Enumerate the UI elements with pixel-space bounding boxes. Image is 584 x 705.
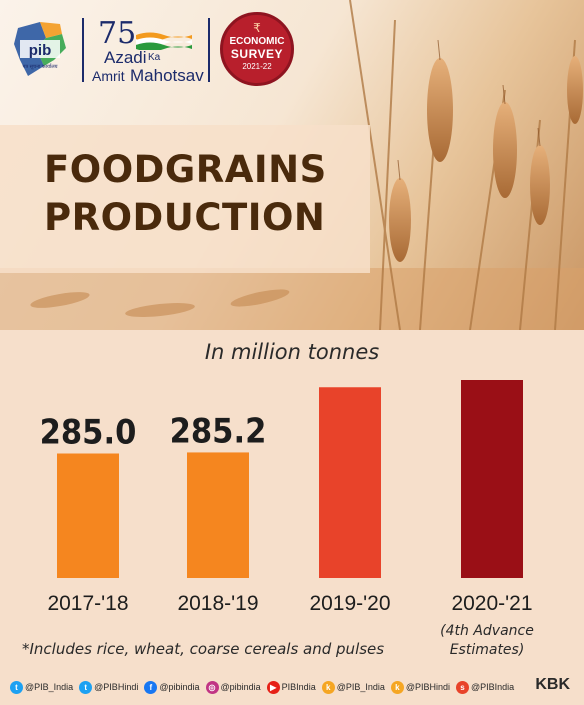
pib-logo: pib पत्र सूचना कार्यालय: [14, 22, 66, 76]
social-handles-bar: t @PIB_India t @PIBHindi f @pibindia ◎ @pibindi…: [0, 669, 584, 705]
sharechat-icon: s: [456, 680, 470, 694]
social-handle-1[interactable]: t @PIBHindi: [79, 680, 139, 694]
footnote: *Includes rice, wheat, coarse cereals an…: [22, 640, 385, 658]
foodgrains-bar-chart: 285.02017-'18285.22018-'19297.52019-'203…: [40, 380, 533, 615]
credit-label: KBK: [535, 676, 570, 693]
title-panel: [0, 125, 370, 273]
social-handle-text: @PIB_India: [25, 682, 74, 692]
amrit-line1: Azadi: [104, 48, 147, 67]
category-label-1: 2018-'19: [177, 592, 258, 615]
social-handle-6[interactable]: k @PIBHindi: [390, 680, 451, 694]
economic-survey-badge: ₹ ECONOMIC SURVEY 2021-22: [220, 12, 294, 86]
value-label-1: 285.2: [170, 411, 267, 451]
divider: [82, 18, 84, 82]
bar-0: [57, 453, 119, 578]
twitter-icon: t: [10, 680, 23, 694]
value-label-2: 297.5: [302, 380, 399, 386]
bar-3: [461, 380, 523, 578]
unit-label: In million tonnes: [204, 340, 380, 364]
social-handle-text: @PIB_India: [336, 682, 385, 692]
social-handle-7[interactable]: s @PIBIndia: [456, 680, 515, 694]
divider: [208, 18, 210, 82]
bar-note: (4th Advance Estimates): [432, 622, 542, 660]
category-label-2: 2019-'20: [309, 592, 390, 615]
social-handle-text: @PIBIndia: [471, 682, 515, 692]
pib-logo-text: pib: [29, 42, 52, 59]
kooapp-icon: k: [390, 680, 404, 694]
pib-sub-text: पत्र सूचना कार्यालय: [22, 63, 57, 70]
survey-line3: 2021-22: [242, 62, 272, 71]
survey-line2: SURVEY: [230, 47, 284, 61]
title-line2: PRODUCTION: [44, 196, 326, 239]
category-label-3: 2020-'21: [451, 592, 532, 615]
bar-note-line1: (4th Advance: [440, 623, 534, 639]
social-handle-5[interactable]: k @PIB_India: [321, 680, 385, 694]
social-handle-text: @pibindia: [159, 682, 200, 692]
twitter-icon: t: [79, 680, 93, 694]
tricolour-flag-icon: [136, 32, 192, 50]
amrit-line2: Amrit: [92, 68, 125, 84]
page-title: FOODGRAINS PRODUCTION: [44, 146, 327, 242]
youtube-icon: ▶: [266, 680, 280, 694]
social-handle-4[interactable]: ▶ PIBIndia: [266, 680, 316, 694]
social-handle-3[interactable]: ◎ @pibindia: [205, 680, 261, 694]
social-handle-2[interactable]: f @pibindia: [144, 680, 200, 694]
bar-note-line2: Estimates): [449, 642, 525, 658]
title-line1: FOODGRAINS: [44, 148, 327, 191]
bar-1: [187, 452, 249, 578]
value-label-0: 285.0: [40, 413, 137, 453]
rupee-emblem-icon: ₹: [253, 21, 261, 35]
social-handle-0[interactable]: t @PIB_India: [10, 680, 74, 694]
social-handle-text: @PIBHindi: [405, 682, 451, 692]
social-handle-text: PIBIndia: [281, 682, 316, 692]
amrit-number: 75: [98, 16, 137, 51]
bar-2: [319, 387, 381, 578]
wheat-illustration: [0, 0, 584, 330]
category-label-0: 2017-'18: [47, 592, 128, 615]
amrit-line3: Mahotsav: [130, 66, 204, 85]
social-handle-text: @PIBHindi: [94, 682, 139, 692]
amrit-ka: Ka: [148, 52, 161, 63]
survey-line1: ECONOMIC: [229, 36, 285, 47]
kooapp-icon: k: [321, 680, 335, 694]
instagram-icon: ◎: [205, 680, 219, 694]
social-handle-text: @pibindia: [220, 682, 261, 692]
facebook-icon: f: [144, 680, 158, 694]
azadi-ka-amrit-mahotsav-logo: 75 Azadi Ka Amrit Mahotsav: [92, 16, 204, 85]
